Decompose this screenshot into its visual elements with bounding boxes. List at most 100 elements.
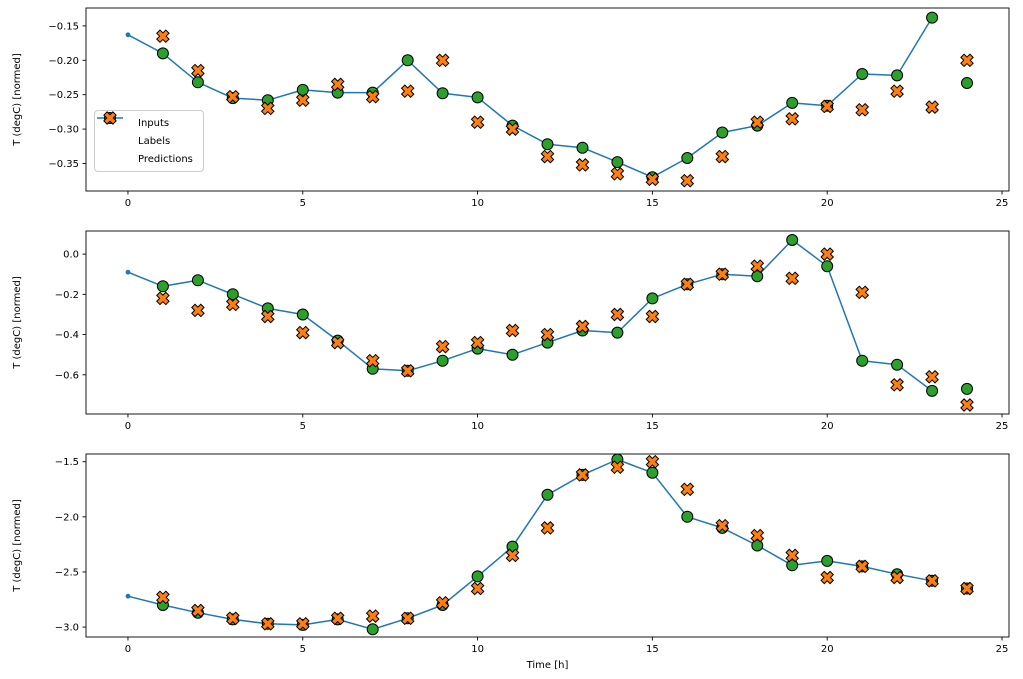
prediction-x-marker — [435, 53, 450, 68]
predictions-x-marker-icon — [102, 111, 132, 166]
prediction-x-marker — [575, 468, 590, 482]
subplot-2: 0 5 10 15 20 25 0.0 −0.2 −0.4 −0.6 T (degC) [norme… — [12, 230, 1010, 432]
label-circle-marker — [541, 138, 554, 151]
prediction-x-marker — [575, 319, 590, 334]
x-tick-label: 10 — [471, 421, 484, 432]
label-circle-marker — [541, 488, 554, 501]
prediction-x-marker — [855, 285, 870, 300]
y-axis-label: T (degC) [normed] — [12, 276, 23, 370]
prediction-x-marker — [330, 611, 345, 626]
prediction-x-marker — [750, 259, 765, 274]
prediction-x-marker — [645, 172, 660, 187]
y-tick-label: 0.0 — [63, 250, 79, 261]
prediction-x-marker — [225, 611, 240, 626]
prediction-x-marker — [540, 327, 555, 342]
x-tick-label: 10 — [471, 198, 484, 209]
label-circle-marker — [821, 260, 834, 273]
prediction-x-marker — [610, 307, 625, 322]
prediction-x-marker — [645, 309, 660, 324]
label-circle-marker — [611, 156, 624, 169]
x-tick-label: 0 — [125, 644, 131, 655]
prediction-x-marker — [820, 247, 835, 261]
prediction-x-marker — [295, 93, 310, 108]
y-tick-label: −0.30 — [48, 125, 79, 136]
series-predictions — [156, 247, 974, 412]
label-circle-marker — [191, 274, 204, 287]
prediction-x-marker — [103, 111, 117, 125]
label-circle-marker — [751, 539, 764, 552]
label-circle-marker — [471, 570, 484, 583]
prediction-x-marker — [400, 611, 415, 626]
prediction-x-marker — [470, 115, 485, 130]
x-tick-label: 15 — [646, 421, 659, 432]
prediction-x-marker — [435, 339, 450, 354]
series-predictions — [156, 454, 974, 631]
x-tick-label: 15 — [646, 198, 659, 209]
x-tick-label: 5 — [300, 644, 306, 655]
y-tick-label: −2.0 — [55, 512, 79, 523]
prediction-x-marker — [785, 111, 800, 126]
prediction-x-marker — [540, 149, 555, 164]
prediction-x-marker — [225, 89, 240, 104]
prediction-x-marker — [156, 29, 170, 44]
y-tick-label: −0.35 — [48, 159, 79, 170]
label-circle-marker — [156, 47, 169, 60]
inputs-line — [127, 458, 933, 631]
prediction-x-marker — [925, 100, 939, 114]
y-tick-label: −0.15 — [48, 21, 79, 32]
label-circle-marker — [786, 234, 799, 246]
prediction-x-marker — [750, 528, 765, 543]
subplot-1: 0 5 10 15 20 25 −0.15 −0.20 −0.25 −0.30 −0.35 T (de… — [12, 7, 1010, 209]
prediction-x-marker — [260, 309, 275, 324]
x-axis-label: Time [h] — [526, 660, 569, 671]
label-circle-marker — [506, 348, 519, 361]
label-circle-marker — [296, 83, 309, 96]
prediction-x-marker — [855, 559, 870, 574]
y-axis-label: T (degC) [normed] — [12, 53, 23, 147]
prediction-x-marker — [470, 581, 485, 596]
prediction-x-marker — [750, 115, 765, 130]
series-labels — [156, 234, 973, 397]
prediction-x-marker — [435, 595, 450, 610]
prediction-x-marker — [715, 149, 730, 164]
x-tick-label: 20 — [821, 421, 834, 432]
x-tick-label: 25 — [996, 198, 1009, 209]
label-circle-marker — [471, 91, 484, 104]
label-circle-marker — [576, 141, 589, 154]
prediction-x-marker — [191, 303, 205, 318]
label-circle-marker — [856, 68, 869, 80]
label-circle-marker — [926, 11, 939, 24]
x-tick-label: 0 — [125, 421, 131, 432]
inputs-line — [127, 239, 933, 392]
y-tick-label: −1.5 — [55, 457, 79, 468]
prediction-x-marker — [680, 482, 695, 497]
legend-label-predictions: Predictions — [138, 153, 193, 165]
label-circle-marker — [226, 288, 239, 301]
axes-frame — [85, 230, 1010, 415]
y-tick-label: −2.5 — [55, 567, 79, 578]
label-circle-marker — [436, 354, 449, 367]
inputs-line — [127, 17, 933, 178]
prediction-x-marker — [890, 84, 904, 99]
x-tick-label: 15 — [646, 644, 659, 655]
x-tick-label: 10 — [471, 644, 484, 655]
series-inputs — [125, 237, 935, 394]
prediction-x-marker — [820, 99, 835, 114]
legend-label-inputs: Inputs — [138, 117, 170, 129]
legend: Inputs Labels Predictions — [94, 110, 204, 172]
label-circle-marker — [786, 559, 799, 572]
prediction-x-marker — [505, 122, 520, 136]
prediction-x-marker — [400, 363, 415, 378]
label-circle-marker — [961, 382, 973, 395]
prediction-x-marker — [330, 335, 345, 350]
prediction-x-marker — [540, 521, 555, 535]
prediction-x-marker — [365, 89, 380, 104]
y-tick-label: −0.20 — [48, 56, 79, 67]
label-circle-marker — [646, 292, 659, 305]
label-circle-marker — [961, 77, 973, 89]
x-tick-label: 20 — [821, 644, 834, 655]
prediction-x-marker — [785, 271, 800, 286]
prediction-x-marker — [295, 616, 310, 631]
label-circle-marker — [926, 384, 939, 397]
